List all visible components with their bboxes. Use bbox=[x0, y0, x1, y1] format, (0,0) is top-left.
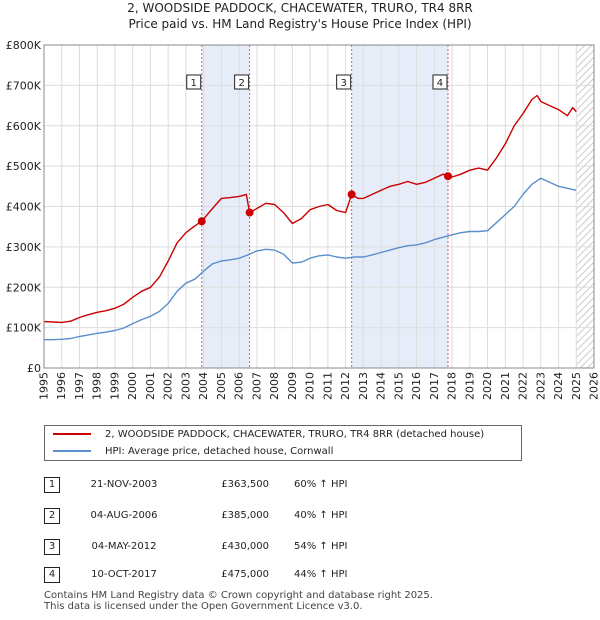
transaction-date: 04-AUG-2006 bbox=[90, 510, 158, 521]
chart-subtitle: Price paid vs. HM Land Registry's House … bbox=[128, 17, 472, 31]
legend-swatch-hpi bbox=[53, 450, 91, 452]
x-tick-label: 2011 bbox=[321, 372, 334, 400]
x-tick-label: 2000 bbox=[126, 372, 139, 400]
transaction-hpi: 44% ↑ HPI bbox=[294, 569, 348, 580]
y-tick-label: £100K bbox=[6, 322, 42, 335]
x-tick-label: 2003 bbox=[179, 372, 192, 400]
legend-label-hpi: HPI: Average price, detached house, Corn… bbox=[105, 446, 334, 457]
x-tick-label: 2019 bbox=[463, 372, 476, 400]
y-tick-label: £400K bbox=[6, 201, 42, 214]
x-tick-label: 2005 bbox=[215, 372, 228, 400]
transaction-date: 04-MAY-2012 bbox=[91, 541, 157, 552]
transaction-date: 21-NOV-2003 bbox=[90, 479, 158, 490]
transaction-label-box bbox=[186, 74, 202, 90]
transaction-number: 2 bbox=[44, 508, 60, 524]
transaction-price: £430,000 bbox=[221, 541, 269, 552]
y-tick-label: £800K bbox=[6, 39, 42, 52]
transaction-label: 2 bbox=[238, 78, 244, 89]
x-tick-label: 1996 bbox=[55, 372, 68, 400]
transaction-number: 3 bbox=[44, 539, 60, 555]
legend-item-property: 2, WOODSIDE PADDOCK, CHACEWATER, TRURO, … bbox=[53, 427, 484, 443]
y-tick-label: £200K bbox=[6, 281, 42, 294]
footer-licence: This data is licensed under the Open Gov… bbox=[44, 601, 363, 612]
x-tick-label: 2025 bbox=[570, 372, 583, 400]
y-tick-label: £300K bbox=[6, 241, 42, 254]
transaction-label: 4 bbox=[437, 78, 443, 89]
transaction-number: 1 bbox=[44, 477, 60, 493]
transaction-label-box bbox=[234, 74, 250, 90]
chart-title: 2, WOODSIDE PADDOCK, CHACEWATER, TRURO, … bbox=[127, 1, 473, 15]
transaction-hpi: 60% ↑ HPI bbox=[294, 479, 348, 490]
x-tick-label: 2017 bbox=[428, 372, 441, 400]
transaction-number: 4 bbox=[44, 567, 60, 583]
x-tick-label: 2010 bbox=[304, 372, 317, 400]
x-tick-label: 2024 bbox=[552, 372, 565, 400]
transaction-price: £475,000 bbox=[221, 569, 269, 580]
x-tick-label: 1998 bbox=[91, 372, 104, 400]
transaction-hpi: 40% ↑ HPI bbox=[294, 510, 348, 521]
x-tick-label: 2016 bbox=[410, 372, 423, 400]
plot-frame bbox=[43, 44, 595, 369]
x-tick-label: 2012 bbox=[339, 372, 352, 400]
transaction-marker bbox=[347, 190, 356, 199]
x-tick-label: 2004 bbox=[197, 372, 210, 400]
price-chart: £0 £100K £200K £300K £400K £500K £600K £700K £80… bbox=[6, 39, 600, 400]
x-tick-label: 2022 bbox=[517, 372, 530, 400]
y-tick-label: £0 bbox=[27, 362, 41, 375]
transaction-hpi: 54% ↑ HPI bbox=[294, 541, 348, 552]
transaction-label-box bbox=[432, 74, 448, 90]
legend-swatch-property bbox=[53, 433, 91, 435]
transaction-price: £363,500 bbox=[221, 479, 269, 490]
x-tick-label: 2014 bbox=[375, 372, 388, 400]
legend: 2, WOODSIDE PADDOCK, CHACEWATER, TRURO, … bbox=[44, 425, 522, 461]
x-tick-label: 2001 bbox=[144, 372, 157, 400]
x-tick-label: 2020 bbox=[481, 372, 494, 400]
x-tick-label: 2009 bbox=[286, 372, 299, 400]
hpi-line bbox=[44, 177, 577, 341]
transaction-marker bbox=[443, 172, 452, 181]
x-tick-label: 2021 bbox=[499, 372, 512, 400]
x-tick-label: 2006 bbox=[233, 372, 246, 400]
y-tick-label: £600K bbox=[6, 120, 42, 133]
property-price-line bbox=[43, 94, 577, 324]
x-tick-label: 1999 bbox=[108, 372, 121, 400]
x-tick-label: 2013 bbox=[357, 372, 370, 400]
x-tick-label: 2018 bbox=[446, 372, 459, 400]
footer-copyright: Contains HM Land Registry data © Crown c… bbox=[44, 590, 433, 601]
transaction-marker bbox=[245, 208, 254, 217]
x-tick-label: 2007 bbox=[250, 372, 263, 400]
legend-label-property: 2, WOODSIDE PADDOCK, CHACEWATER, TRURO, … bbox=[105, 429, 485, 440]
transaction-label-box bbox=[336, 74, 352, 90]
x-tick-label: 1997 bbox=[73, 372, 86, 400]
y-tick-label: £500K bbox=[6, 160, 42, 173]
x-tick-label: 2015 bbox=[392, 372, 405, 400]
transaction-marker bbox=[197, 217, 206, 226]
transaction-price: £385,000 bbox=[221, 510, 269, 521]
x-tick-label: 2026 bbox=[588, 372, 600, 400]
x-tick-label: 2002 bbox=[162, 372, 175, 400]
legend-item-hpi: HPI: Average price, detached house, Corn… bbox=[53, 444, 333, 460]
x-tick-label: 1995 bbox=[38, 372, 51, 400]
x-tick-label: 2008 bbox=[268, 372, 281, 400]
transaction-label: 3 bbox=[340, 78, 346, 89]
y-tick-label: £700K bbox=[6, 79, 42, 92]
x-tick-label: 2023 bbox=[534, 372, 547, 400]
transaction-label: 1 bbox=[191, 78, 197, 89]
transaction-date: 10-OCT-2017 bbox=[91, 569, 157, 580]
